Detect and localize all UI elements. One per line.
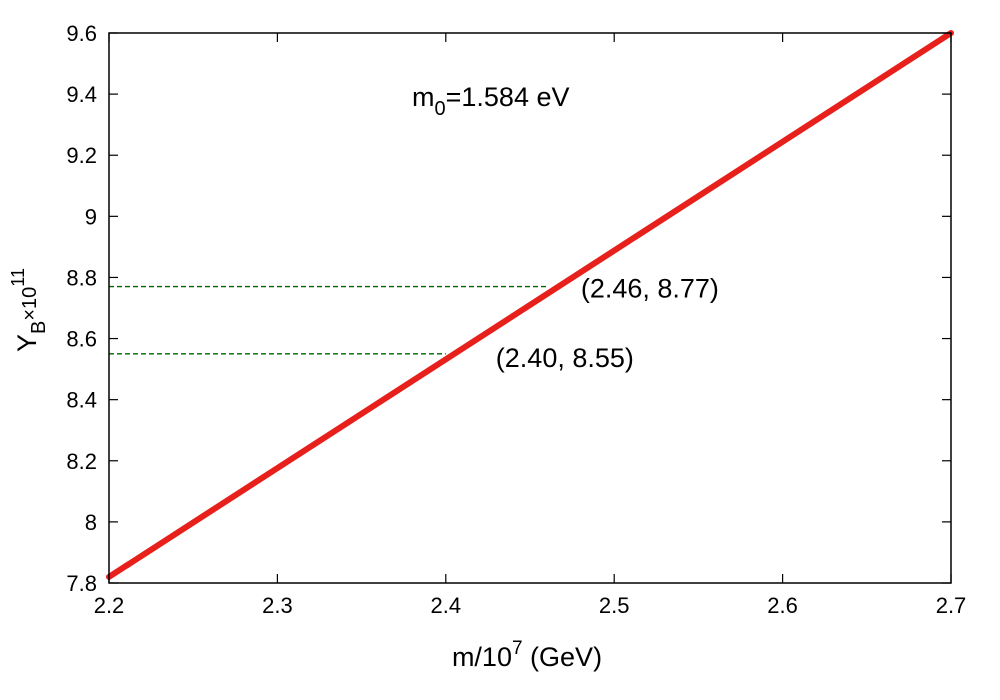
y-tick-label: 9.2: [66, 143, 97, 168]
series-group: [106, 30, 954, 580]
x-tick-label: 2.4: [431, 593, 462, 618]
y-tick-label: 8.2: [66, 449, 97, 474]
x-tick-label: 2.5: [599, 593, 630, 618]
y-tick-label: 7.8: [66, 571, 97, 596]
y-tick-label: 9.4: [66, 82, 97, 107]
ticks-group: [108, 32, 952, 584]
guide-lines: [109, 285, 547, 355]
y-tick-label: 8.6: [66, 327, 97, 352]
y-tick-label: 8.8: [66, 265, 97, 290]
tick-labels-group: 2.2 2.3 2.4 2.5 2.6 2.7 7.8 8 8.2 8.4 8.6 8.8 9 9.2 9.…: [66, 21, 966, 618]
x-tick-label: 2.7: [936, 593, 967, 618]
annot-base: m: [412, 82, 435, 112]
x-tick-label: 2.6: [767, 593, 798, 618]
y-tick-label: 8.4: [66, 388, 97, 413]
x-axis-title: m/107 (GeV): [452, 638, 602, 672]
annot-sub: 0: [435, 98, 446, 120]
point-label: (2.46, 8.77): [581, 274, 719, 304]
point-label: (2.40, 8.55): [496, 343, 634, 373]
annot-rest: =1.584 eV: [446, 82, 570, 112]
x-axis-suffix: (GeV): [523, 642, 603, 672]
y-axis-sup: 11: [8, 268, 28, 287]
plot-frame: [108, 32, 952, 584]
x-axis-sup: 7: [512, 638, 523, 659]
y-axis-base: Y: [12, 334, 42, 352]
x-axis-prefix: m/10: [452, 642, 512, 672]
x-tick-label: 2.2: [94, 593, 125, 618]
y-axis-sub: B: [28, 321, 50, 334]
y-tick-label: 8: [85, 510, 97, 535]
y-tick-label: 9: [85, 204, 97, 229]
parameter-annotation: m0=1.584 eV: [412, 82, 570, 120]
x-tick-label: 2.3: [262, 593, 293, 618]
series-line: [106, 30, 954, 580]
y-axis-mid: ×10: [19, 287, 41, 321]
y-axis-title: YB×1011: [8, 268, 50, 352]
y-tick-label: 9.6: [66, 21, 97, 46]
